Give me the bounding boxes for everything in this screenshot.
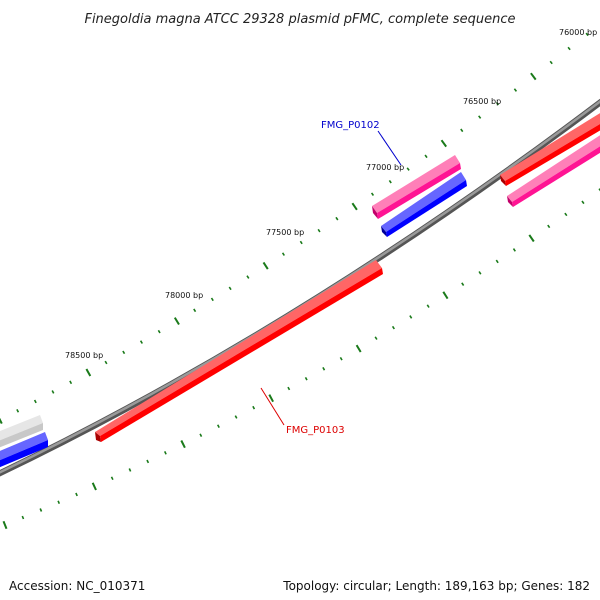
tick-label-77500: 77500 bp <box>266 228 304 237</box>
inner-tick <box>146 459 150 464</box>
inner-tick <box>598 188 600 192</box>
inner-tick <box>2 520 8 530</box>
inner-tick <box>21 515 25 520</box>
inner-tick <box>442 291 449 300</box>
inner-tick <box>180 440 186 449</box>
inner-tick <box>91 482 97 491</box>
outer-tick <box>33 399 37 404</box>
outer-tick <box>85 368 92 377</box>
outer-tick <box>51 390 55 394</box>
outer-tick <box>69 380 73 385</box>
inner-tick <box>75 492 78 497</box>
tick-label-76000: 76000 bp <box>559 28 597 37</box>
gene-label-fmg-p0102[interactable]: FMG_P0102 <box>321 120 380 131</box>
outer-tick <box>335 216 339 221</box>
outer-tick <box>424 154 428 159</box>
inner-tick <box>128 468 132 472</box>
outer-tick <box>440 139 448 148</box>
outer-tick <box>104 360 108 365</box>
outer-tick <box>530 72 537 81</box>
inner-tick <box>304 377 308 381</box>
inner-tick <box>339 356 343 361</box>
gene-outer-right-red[interactable] <box>500 110 600 186</box>
callout-line-fmg-p0102 <box>377 130 402 166</box>
inner-tick <box>322 367 326 371</box>
inner-tick <box>478 271 482 275</box>
inner-tick <box>287 386 291 391</box>
outer-tick <box>210 297 214 302</box>
tick-label-78500: 78500 bp <box>65 351 103 360</box>
inner-tick <box>234 415 238 419</box>
inner-tick <box>409 315 413 319</box>
inner-tick <box>564 212 568 217</box>
topology-summary: Topology: circular; Length: 189,163 bp; … <box>283 579 590 593</box>
inner-tick <box>374 336 378 340</box>
inner-tick <box>110 476 114 481</box>
outer-tick <box>317 228 321 233</box>
gene-outer-fmg-p0103[interactable] <box>95 260 383 442</box>
gene-outer-fmg-p0102[interactable] <box>372 155 461 219</box>
outer-tick <box>157 329 161 334</box>
inner-tick <box>581 200 585 205</box>
gene-inner-left-blue[interactable] <box>0 432 48 470</box>
outer-tick <box>495 101 500 106</box>
outer-tick <box>406 167 410 171</box>
plasmid-backbone-highlight <box>0 99 600 474</box>
inner-tick <box>163 451 167 455</box>
outer-tick <box>139 340 143 344</box>
outer-tick <box>281 252 285 256</box>
outer-tick <box>549 60 553 65</box>
inner-tick-ring <box>2 188 600 530</box>
outer-tick <box>567 46 571 51</box>
outer-tick <box>0 417 3 425</box>
tick-label-78000: 78000 bp <box>165 291 203 300</box>
gene-inner-blue[interactable] <box>381 172 467 237</box>
gene-label-fmg-p0103[interactable]: FMG_P0103 <box>286 425 345 436</box>
inner-tick <box>57 500 61 505</box>
map-title: Finegoldia magna ATCC 29328 plasmid pFMC… <box>84 12 515 27</box>
outer-tick-ring <box>0 32 589 425</box>
inner-tick <box>252 405 256 410</box>
outer-tick <box>262 261 269 270</box>
inner-tick <box>39 508 43 512</box>
tick-label-77000: 77000 bp <box>366 163 404 172</box>
inner-tick <box>512 248 516 252</box>
callout-line-fmg-p0103 <box>260 387 285 426</box>
outer-tick <box>513 88 518 92</box>
tick-label-76500: 76500 bp <box>463 97 501 106</box>
inner-tick <box>268 394 274 403</box>
outer-tick <box>351 202 358 211</box>
inner-tick <box>461 282 465 286</box>
accession-text: Accession: NC_010371 <box>9 579 146 593</box>
outer-tick <box>228 286 232 291</box>
gene-outer-left-gray[interactable] <box>0 415 43 450</box>
inner-tick <box>355 344 362 353</box>
outer-tick <box>370 192 375 196</box>
outer-tick <box>299 240 303 245</box>
inner-tick <box>528 234 535 243</box>
outer-tick <box>388 179 392 184</box>
inner-tick <box>426 304 430 308</box>
inner-tick <box>216 424 220 428</box>
outer-tick <box>193 308 197 313</box>
outer-tick <box>122 350 126 355</box>
outer-tick <box>246 275 250 279</box>
outer-tick <box>585 32 589 37</box>
inner-tick <box>199 433 203 437</box>
inner-tick <box>391 325 395 330</box>
gene-inner-right-magenta[interactable] <box>507 132 600 207</box>
inner-tick <box>547 224 551 229</box>
outer-tick <box>478 115 482 119</box>
plasmid-backbone <box>0 98 600 477</box>
outer-tick <box>16 409 20 413</box>
outer-tick <box>460 128 464 133</box>
inner-tick <box>495 259 499 264</box>
outer-tick <box>173 317 180 326</box>
